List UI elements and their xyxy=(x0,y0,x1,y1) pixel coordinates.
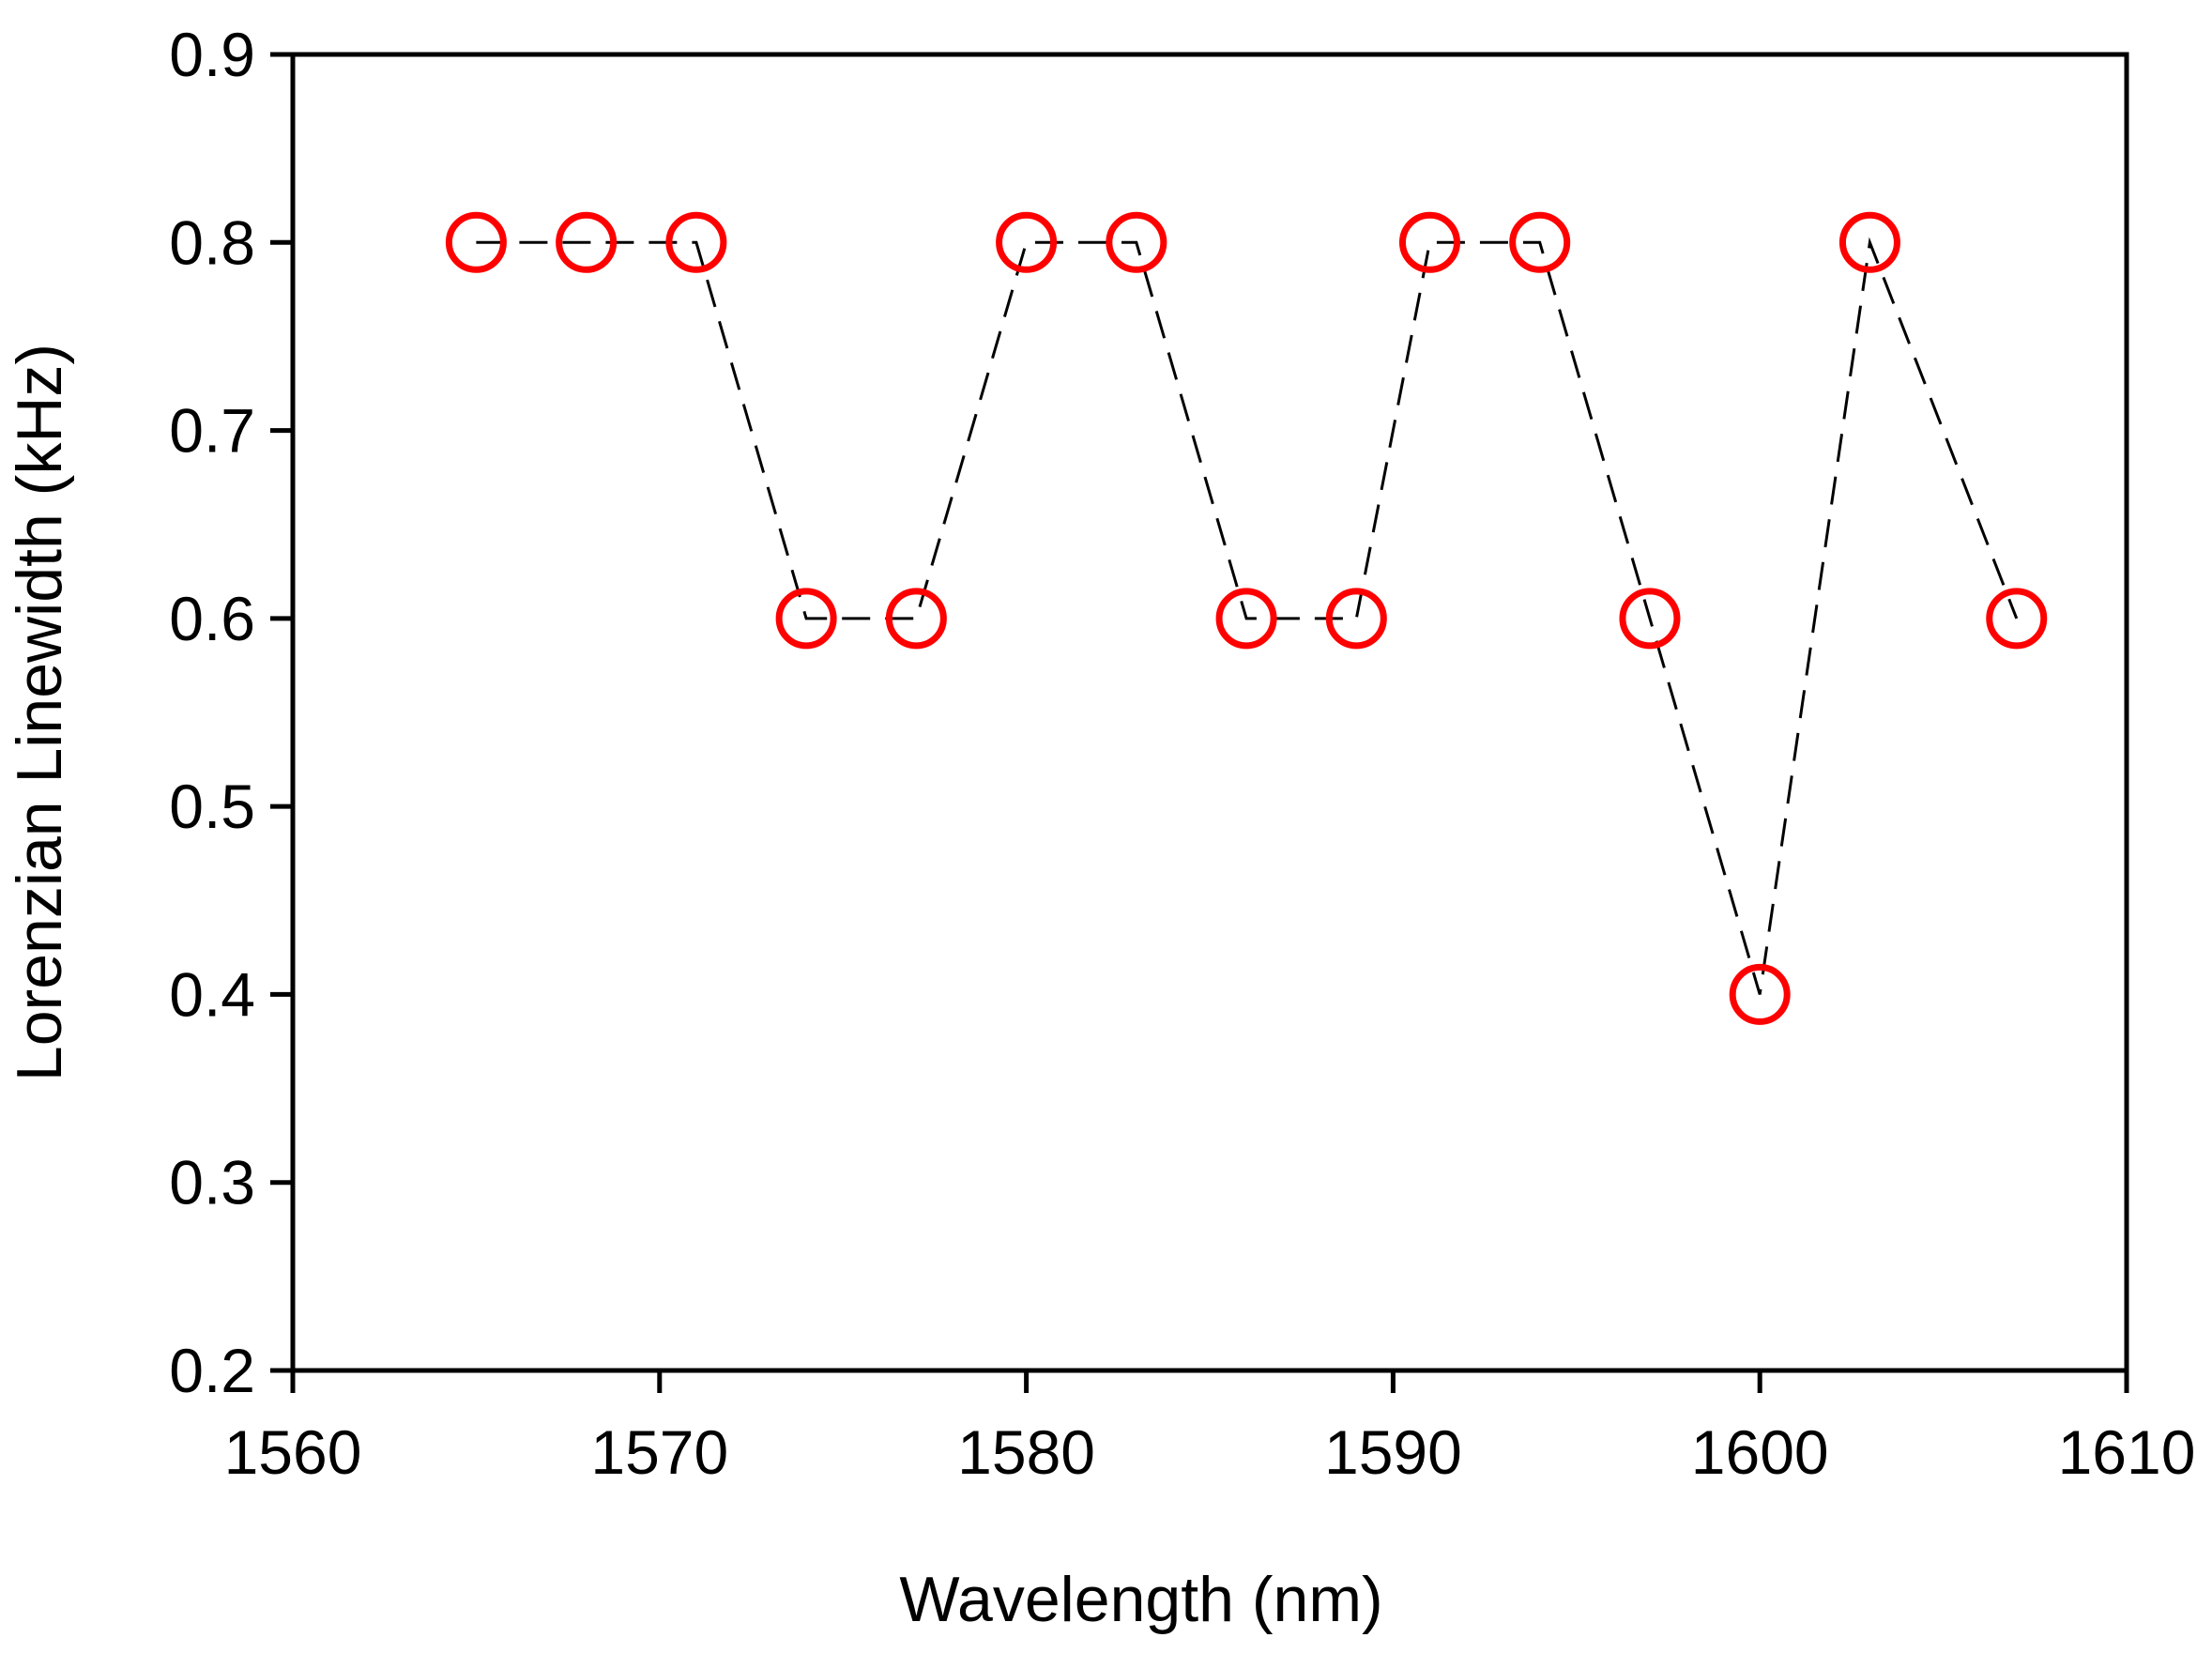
y-tick-label: 0.4 xyxy=(169,959,255,1029)
data-point xyxy=(1986,588,2048,650)
data-point xyxy=(1106,211,1167,273)
data-point xyxy=(556,211,618,273)
y-tick-label: 0.7 xyxy=(169,396,255,466)
data-point xyxy=(1215,588,1277,650)
y-tick-label: 0.9 xyxy=(169,20,255,89)
x-tick-label: 1580 xyxy=(957,1417,1095,1487)
x-tick-label: 1590 xyxy=(1324,1417,1462,1487)
y-axis: 0.2 0.3 0.4 0.5 0.6 0.7 0.8 0.9 xyxy=(169,20,293,1405)
data-point xyxy=(1509,211,1571,273)
data-point xyxy=(996,211,1058,273)
x-tick-label: 1600 xyxy=(1691,1417,1829,1487)
x-tick-label: 1610 xyxy=(2058,1417,2196,1487)
data-point xyxy=(1838,211,1900,273)
y-axis-title: Lorenzian Linewidth (kHz) xyxy=(4,344,75,1081)
x-axis-title: Wavelength (nm) xyxy=(899,1564,1382,1635)
data-point xyxy=(1325,588,1387,650)
data-point xyxy=(1398,211,1460,273)
data-point xyxy=(1619,588,1681,650)
y-tick-label: 0.2 xyxy=(169,1336,255,1405)
y-tick-label: 0.6 xyxy=(169,584,255,653)
data-point xyxy=(665,211,727,273)
data-point xyxy=(885,588,947,650)
y-tick-label: 0.5 xyxy=(169,772,255,841)
data-point xyxy=(445,211,507,273)
plot-frame xyxy=(290,52,2129,1373)
x-tick-label: 1570 xyxy=(590,1417,728,1487)
y-tick-label: 0.8 xyxy=(169,207,255,277)
series-markers xyxy=(445,211,2048,1025)
x-axis: 1560 1570 1580 1590 1600 1610 xyxy=(224,1370,2196,1487)
data-point xyxy=(775,588,837,650)
x-tick-label: 1560 xyxy=(224,1417,362,1487)
data-point xyxy=(1729,963,1791,1025)
series-line xyxy=(476,237,2019,995)
y-tick-label: 0.3 xyxy=(169,1148,255,1217)
